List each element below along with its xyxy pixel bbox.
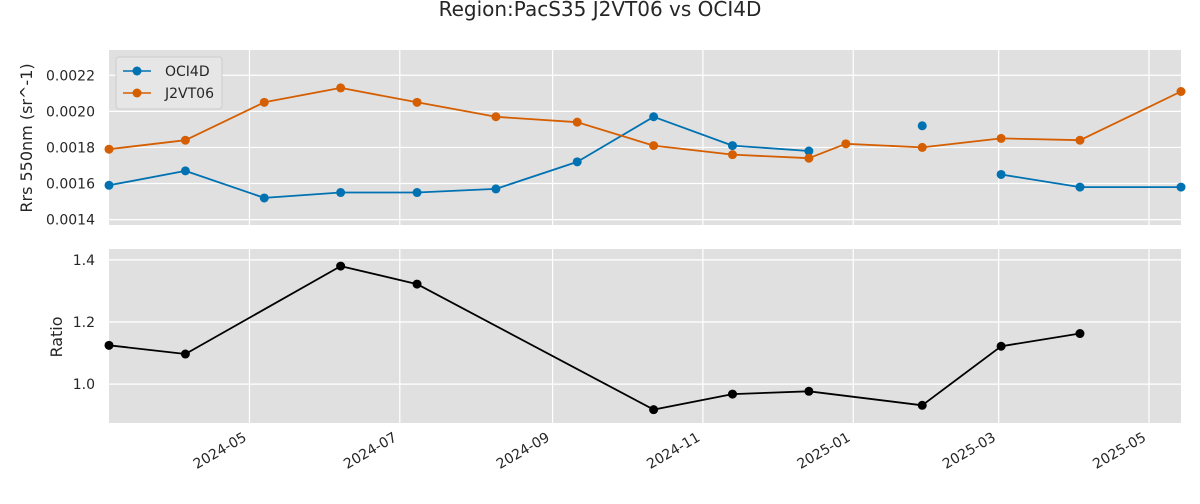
legend-label-oci4d: OCI4D xyxy=(165,64,210,80)
ratio-point xyxy=(1075,329,1085,339)
ratio-point xyxy=(804,386,814,396)
oci4d-point xyxy=(180,166,190,176)
ratio-point xyxy=(180,349,190,359)
top-panel-background xyxy=(109,50,1181,225)
oci4d-point xyxy=(572,157,582,167)
j2vt06-point xyxy=(412,97,422,107)
j2vt06-point xyxy=(572,117,582,127)
ratio-point xyxy=(412,279,422,289)
oci4d-point xyxy=(727,141,737,151)
j2vt06-point xyxy=(491,112,501,122)
oci4d-point xyxy=(104,180,114,190)
top-ytick-label: 0.0016 xyxy=(46,177,95,193)
bottom-grid xyxy=(109,249,1181,423)
top-ytick-label: 0.0014 xyxy=(46,213,95,229)
oci4d-point xyxy=(804,146,814,156)
j2vt06-point xyxy=(259,97,269,107)
j2vt06-point xyxy=(1176,86,1186,96)
oci4d-point xyxy=(491,184,501,194)
ratio-point xyxy=(104,340,114,350)
xtick-label: 2025-05 xyxy=(1090,430,1149,473)
bottom-ytick-label: 1.0 xyxy=(73,377,95,393)
bottom-series xyxy=(104,261,1085,415)
oci4d-point xyxy=(649,112,659,122)
chart-title: Region:PacS35 J2VT06 vs OCI4D xyxy=(439,0,762,21)
bottom-y-ticks: 1.0 1.2 1.4 xyxy=(73,253,95,393)
oci4d-point xyxy=(336,188,346,198)
ratio-point xyxy=(917,400,927,410)
oci4d-point xyxy=(259,193,269,203)
j2vt06-point xyxy=(336,83,346,93)
legend: OCI4D J2VT06 xyxy=(115,56,223,110)
j2vt06-point xyxy=(104,144,114,154)
bottom-ylabel: Ratio xyxy=(47,316,66,357)
xtick-label: 2024-09 xyxy=(494,430,553,473)
xtick-label: 2025-01 xyxy=(795,430,854,473)
xtick-label: 2024-07 xyxy=(341,430,400,473)
j2vt06-point xyxy=(727,150,737,160)
j2vt06-point xyxy=(841,139,851,149)
oci4d-isolated-point xyxy=(917,121,927,131)
xtick-label: 2024-05 xyxy=(191,430,250,473)
ratio-point xyxy=(996,341,1006,351)
oci4d-point xyxy=(1075,182,1085,192)
xtick-label: 2025-03 xyxy=(940,430,999,473)
bottom-ytick-label: 1.2 xyxy=(73,315,95,331)
bottom-x-ticks: 2024-05 2024-07 2024-09 2024-11 2025-01 2025-… xyxy=(191,430,1149,473)
top-ytick-label: 0.0022 xyxy=(46,68,95,84)
oci4d-point xyxy=(1176,182,1186,192)
j2vt06-point xyxy=(804,153,814,163)
xtick-label: 2024-11 xyxy=(644,430,703,473)
ratio-point xyxy=(336,261,346,271)
ratio-point xyxy=(727,389,737,399)
j2vt06-point xyxy=(180,135,190,145)
bottom-panel-background xyxy=(109,249,1181,423)
top-ylabel: Rrs 550nm (sr^-1) xyxy=(17,63,36,212)
ratio-point xyxy=(649,405,659,415)
j2vt06-point xyxy=(1075,135,1085,145)
top-series xyxy=(104,83,1186,203)
top-y-ticks: 0.0014 0.0016 0.0018 0.0020 0.0022 xyxy=(46,68,95,228)
bottom-ytick-label: 1.4 xyxy=(73,253,95,269)
legend-marker-oci4d xyxy=(132,66,142,76)
j2vt06-point xyxy=(996,133,1006,143)
oci4d-point xyxy=(996,169,1006,179)
legend-label-j2vt06: J2VT06 xyxy=(164,86,214,102)
legend-box xyxy=(115,56,223,110)
legend-marker-j2vt06 xyxy=(132,88,142,98)
top-ytick-label: 0.0020 xyxy=(46,104,95,120)
top-ytick-label: 0.0018 xyxy=(46,140,95,156)
ratio-line xyxy=(108,265,1081,411)
oci4d-point xyxy=(412,188,422,198)
j2vt06-point xyxy=(649,141,659,151)
j2vt06-point xyxy=(917,142,927,152)
